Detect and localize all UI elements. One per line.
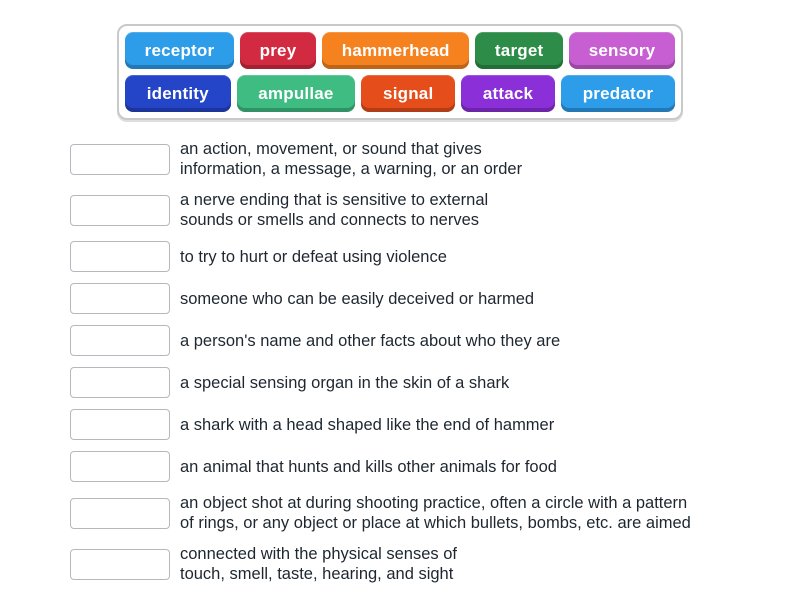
word-chip[interactable]: receptor: [125, 32, 234, 69]
word-chip[interactable]: prey: [239, 32, 317, 69]
match-row: a person's name and other facts about wh…: [70, 325, 750, 356]
word-chip[interactable]: identity: [125, 75, 231, 112]
match-row: a special sensing organ in the skin of a…: [70, 367, 750, 398]
answer-drop-zone[interactable]: [70, 548, 170, 580]
match-row: an animal that hunts and kills other ani…: [70, 451, 750, 482]
word-bank-row: identity ampullae signal attack predator: [125, 75, 675, 112]
definition-text: a person's name and other facts about wh…: [180, 331, 561, 350]
answer-drop-zone[interactable]: [70, 143, 170, 175]
answer-drop-zone[interactable]: [70, 325, 170, 356]
match-row: connected with the physical senses of to…: [70, 544, 750, 584]
definition-text: an object shot at during shooting practi…: [180, 494, 691, 532]
word-chip[interactable]: predator: [560, 75, 675, 112]
match-row: someone who can be easily deceived or ha…: [70, 283, 750, 314]
definition-text: an action, movement, or sound that gives…: [180, 140, 523, 178]
match-row: an action, movement, or sound that gives…: [70, 139, 750, 179]
word-chip[interactable]: ampullae: [236, 75, 356, 112]
definition-text: a special sensing organ in the skin of a…: [180, 373, 510, 392]
answer-drop-zone[interactable]: [70, 283, 170, 314]
answer-drop-zone[interactable]: [70, 409, 170, 440]
word-chip[interactable]: signal: [361, 75, 456, 112]
match-row: a nerve ending that is sensitive to exte…: [70, 190, 750, 230]
definition-text: a shark with a head shaped like the end …: [180, 415, 555, 434]
definitions-list: an action, movement, or sound that gives…: [70, 139, 750, 584]
match-row: to try to hurt or defeat using violence: [70, 241, 750, 272]
definition-text: a nerve ending that is sensitive to exte…: [180, 191, 489, 229]
word-chip[interactable]: target: [475, 32, 564, 69]
match-row: an object shot at during shooting practi…: [70, 493, 750, 533]
match-up-activity: receptor prey hammerhead target sensory ident…: [0, 24, 800, 584]
word-bank-row: receptor prey hammerhead target sensory: [125, 32, 676, 69]
answer-drop-zone[interactable]: [70, 451, 170, 482]
answer-drop-zone[interactable]: [70, 241, 170, 272]
word-chip[interactable]: attack: [461, 75, 555, 112]
definition-text: an animal that hunts and kills other ani…: [180, 457, 557, 476]
answer-drop-zone[interactable]: [70, 367, 170, 398]
word-bank: receptor prey hammerhead target sensory ident…: [117, 24, 683, 120]
definition-text: connected with the physical senses of to…: [180, 545, 457, 583]
answer-drop-zone[interactable]: [70, 497, 170, 529]
word-chip[interactable]: hammerhead: [322, 32, 470, 69]
match-row: a shark with a head shaped like the end …: [70, 409, 750, 440]
definition-text: to try to hurt or defeat using violence: [180, 247, 447, 266]
definition-text: someone who can be easily deceived or ha…: [180, 289, 535, 308]
answer-drop-zone[interactable]: [70, 194, 170, 226]
word-chip[interactable]: sensory: [569, 32, 676, 69]
